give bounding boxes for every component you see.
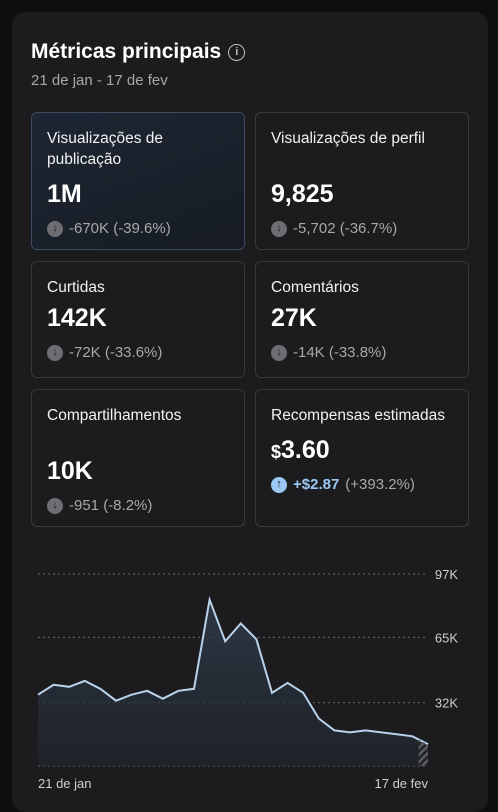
metric-card-estimated-rewards[interactable]: Recompensas estimadas $3.60 ↑ +$2.87 (+3… [255,389,469,527]
incomplete-data-hatch [418,739,428,766]
metric-label: Recompensas estimadas [271,407,446,424]
metric-value: 142K [47,304,107,332]
metric-value: 9,825 [271,180,334,208]
chart-area [38,599,428,766]
metric-card-likes[interactable]: Curtidas 142K ↓ -72K (-33.6%) [31,261,245,378]
y-tick-label: 65K [435,630,458,645]
metric-change: ↓ -14K (-33.8%) [271,344,453,361]
metric-label: Comentários [271,279,359,296]
date-range: 21 de jan - 17 de fev [31,72,168,89]
metric-card-post-views[interactable]: Visualizações de publicação 1M ↓ -670K (… [31,112,245,250]
up-arrow-icon: ↑ [271,476,287,493]
change-text: -951 (-8.2%) [69,497,153,514]
metric-value: 1M [47,180,82,208]
metric-label: Visualizações de perfil [271,130,425,147]
metric-card-profile-views[interactable]: Visualizações de perfil 9,825 ↓ -5,702 (… [255,112,469,250]
value-amount: 3.60 [281,436,330,464]
change-text: -72K (-33.6%) [69,344,163,361]
y-tick-label: 32K [435,696,458,711]
metric-change: ↓ -951 (-8.2%) [47,497,229,514]
down-arrow-icon: ↓ [47,344,63,361]
down-arrow-icon: ↓ [47,220,63,237]
x-axis-label-end: 17 de fev [375,776,429,791]
metric-label: Compartilhamentos [47,407,182,424]
change-highlight: +$2.87 [293,476,340,493]
metric-label: Visualizações de publicação [47,130,164,168]
change-text: -670K (-39.6%) [69,220,171,237]
info-icon[interactable]: i [228,43,246,61]
metric-change: ↓ -72K (-33.6%) [47,344,229,361]
down-arrow-icon: ↓ [47,497,63,514]
metric-value: 27K [271,304,317,332]
metric-value: 10K [47,457,93,485]
x-axis-label-start: 21 de jan [38,776,92,791]
metric-card-shares[interactable]: Compartilhamentos 10K ↓ -951 (-8.2%) [31,389,245,527]
views-chart: 97K 65K 32K 21 de jan 17 de fev [37,567,458,791]
page-title: Métricas principais [31,40,222,63]
change-text: -14K (-33.8%) [293,344,387,361]
metric-change: ↓ -670K (-39.6%) [47,220,229,237]
chart-line [37,595,429,746]
title-row: Métricas principais i [31,40,246,64]
y-tick-label: 97K [435,567,458,582]
metric-value: $3.60 [271,436,453,465]
change-text: (+393.2%) [345,476,415,493]
down-arrow-icon: ↓ [271,344,287,361]
down-arrow-icon: ↓ [271,220,287,237]
currency-symbol: $ [271,442,282,462]
metric-card-comments[interactable]: Comentários 27K ↓ -14K (-33.8%) [255,261,469,378]
change-text: -5,702 (-36.7%) [293,220,398,237]
metric-change: ↑ +$2.87 (+393.2%) [271,476,453,493]
metric-change: ↓ -5,702 (-36.7%) [271,220,453,237]
y-axis-ticks: 97K 65K 32K [435,567,458,711]
key-metrics-panel: Métricas principais i 21 de jan - 17 de … [12,12,488,812]
metric-label: Curtidas [47,279,105,296]
panel-header: Métricas principais i 21 de jan - 17 de … [31,40,246,89]
